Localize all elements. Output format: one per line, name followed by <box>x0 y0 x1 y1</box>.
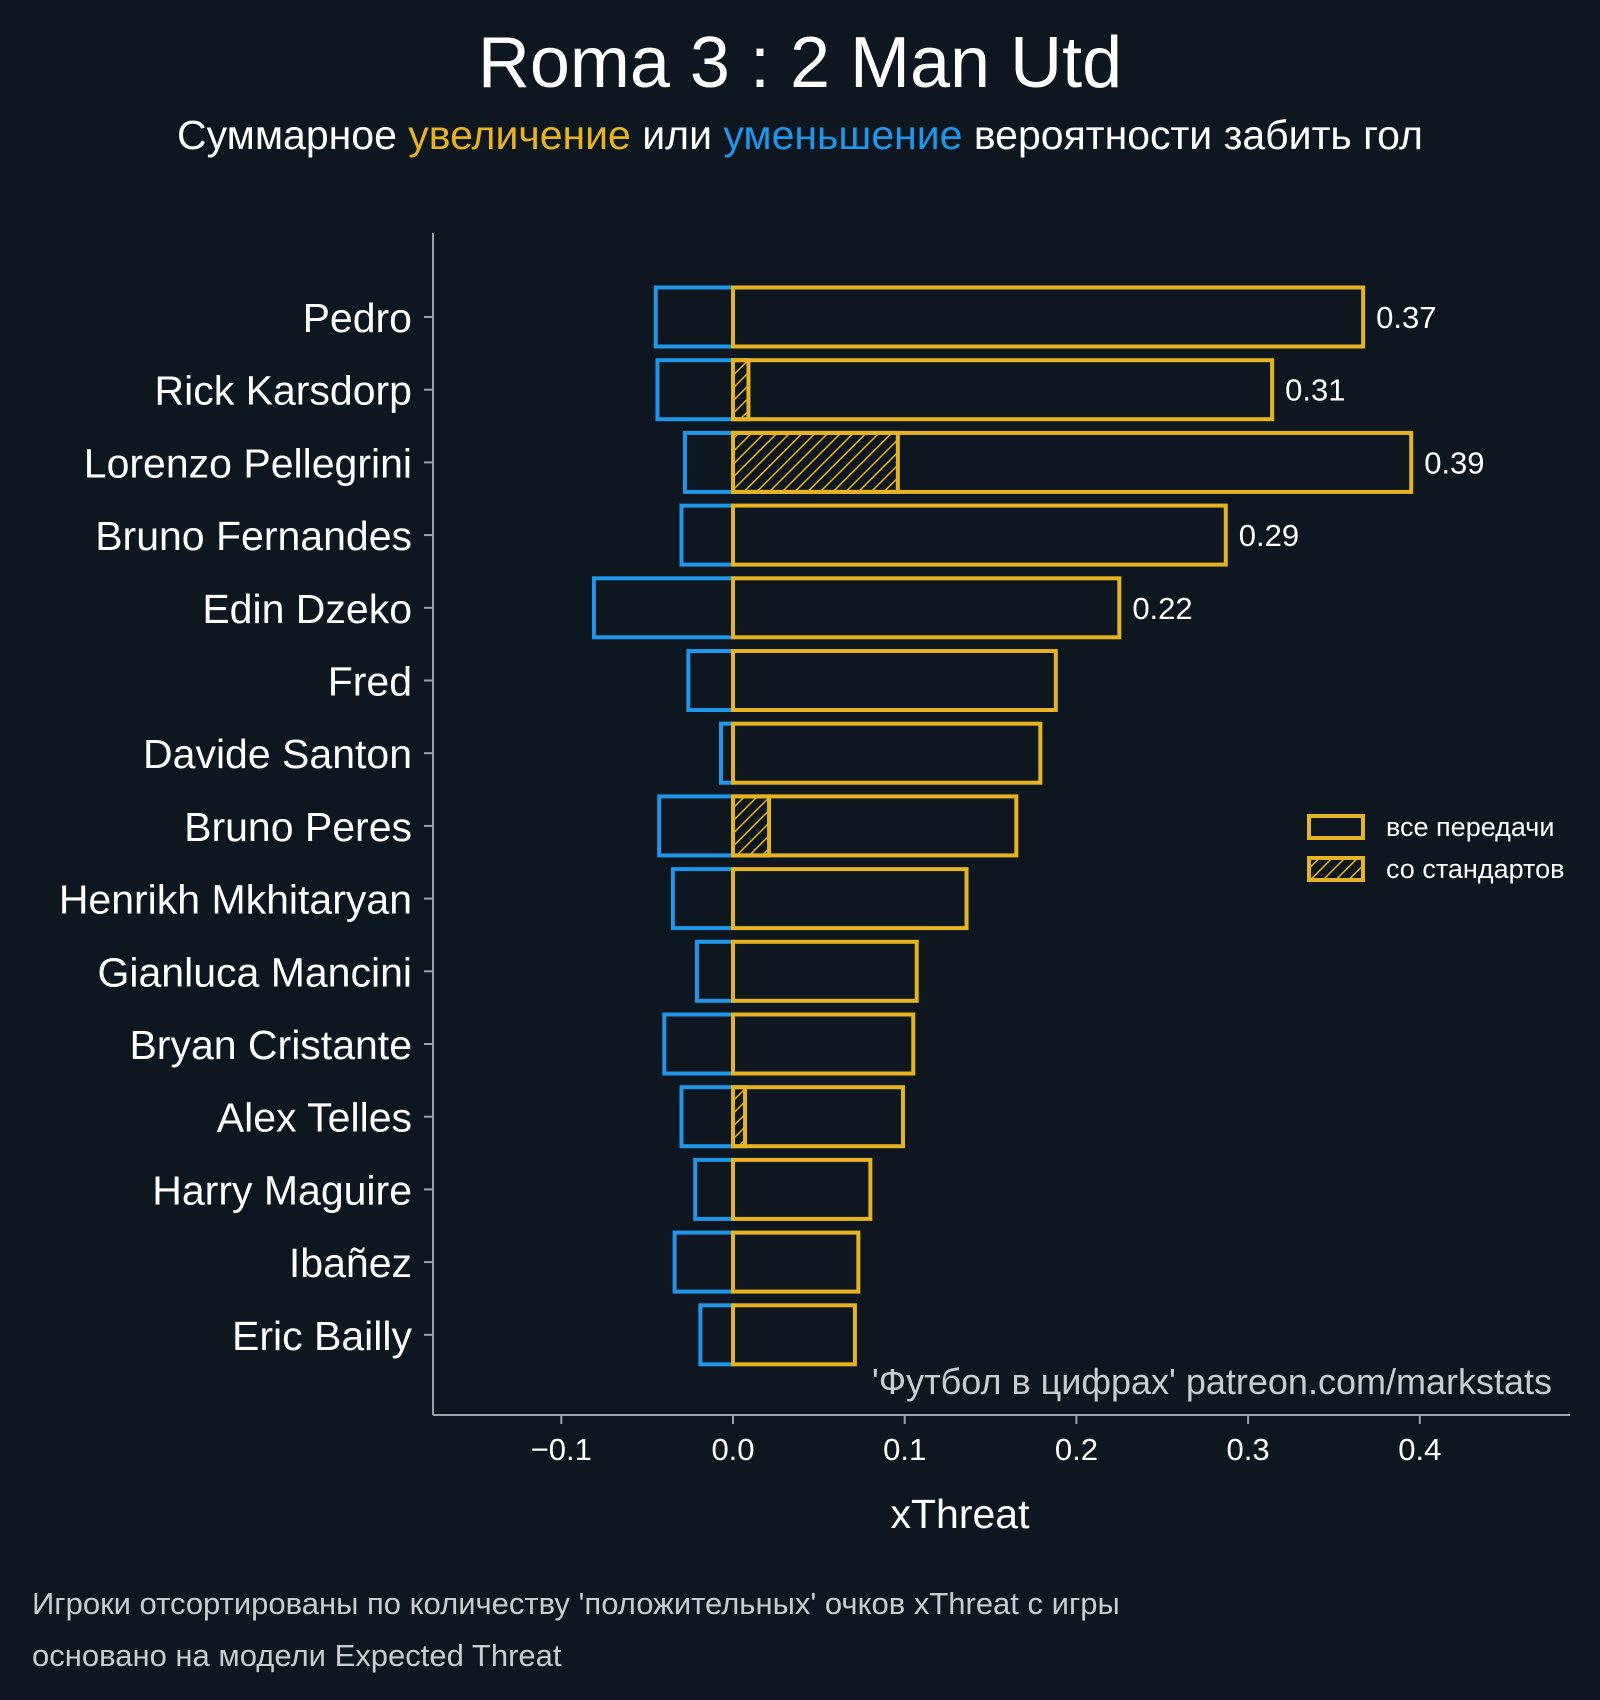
negative-bar <box>657 794 736 858</box>
x-tick-label: 0.4 <box>1398 1432 1441 1467</box>
legend-label-all-passes: все передачи <box>1386 812 1554 842</box>
negative-bar <box>653 285 735 349</box>
chart-subtitle: Суммарное увеличение или уменьшение веро… <box>0 112 1600 159</box>
bars-layer <box>591 285 1414 1367</box>
x-tick-label: 0.3 <box>1227 1432 1270 1467</box>
negative-bar <box>662 1012 736 1076</box>
negative-bar <box>591 576 735 640</box>
y-tick-label: Bryan Cristante <box>129 1022 412 1068</box>
negative-bar <box>698 1303 736 1367</box>
positive-bar <box>731 649 1058 712</box>
positive-bar <box>731 503 1228 567</box>
y-tick-label: Davide Santon <box>143 731 412 777</box>
y-tick-label: Lorenzo Pellegrini <box>84 440 412 486</box>
x-axis-label: xThreat <box>891 1491 1031 1537</box>
subtitle-prefix: Суммарное <box>177 112 409 158</box>
set-piece-bar <box>731 358 751 422</box>
legend-swatch-set-pieces <box>1307 856 1365 882</box>
negative-bar <box>670 867 736 931</box>
legend-swatch-all-passes <box>1307 814 1365 840</box>
subtitle-middle: или <box>630 112 724 158</box>
y-tick-label: Ibañez <box>289 1240 412 1286</box>
positive-bar <box>731 1085 905 1149</box>
y-tick-label: Harry Maguire <box>152 1167 412 1213</box>
negative-bar <box>679 1085 735 1149</box>
y-tick-label: Rick Karsdorp <box>155 368 412 414</box>
watermark: 'Футбол в цифрах' patreon.com/markstats <box>872 1361 1552 1402</box>
y-tick-label: Bruno Fernandes <box>95 513 412 559</box>
positive-bar <box>731 794 1019 858</box>
value-label: 0.22 <box>1132 591 1192 626</box>
chart-title: Roma 3 : 2 Man Utd <box>477 23 1123 103</box>
value-label: 0.37 <box>1376 300 1436 335</box>
positive-bar <box>731 358 1275 422</box>
y-tick-label: Henrikh Mkhitaryan <box>59 877 412 923</box>
positive-bar <box>731 576 1122 640</box>
subtitle-increase: увеличение <box>408 112 631 158</box>
x-tick-label: −0.1 <box>531 1432 592 1467</box>
negative-bar <box>672 1230 736 1294</box>
y-tick-label: Alex Telles <box>217 1095 412 1141</box>
positive-bar <box>731 721 1043 785</box>
y-tick-label: Gianluca Mancini <box>98 949 413 995</box>
positive-bar <box>731 285 1366 349</box>
negative-bar <box>686 649 735 712</box>
labels-layer: 0.37 Pedro 0.31 Rick Karsdorp 0.39 Lorenzo Pe… <box>59 295 1485 1467</box>
x-tick-label: 0.1 <box>883 1432 926 1467</box>
x-tick-label: 0.2 <box>1055 1432 1098 1467</box>
y-tick-label: Fred <box>328 659 412 705</box>
positive-bar <box>731 430 1414 494</box>
set-piece-bar <box>731 430 900 494</box>
y-tick-label: Eric Bailly <box>232 1313 412 1359</box>
legend: все передачи со стандартов <box>1307 812 1564 884</box>
value-label: 0.29 <box>1239 518 1299 553</box>
axes-layer <box>424 233 1570 1424</box>
negative-bar <box>694 939 735 1003</box>
x-tick-label: 0.0 <box>711 1432 754 1467</box>
subtitle-decrease: уменьшение <box>723 112 963 158</box>
set-piece-bar <box>731 794 772 858</box>
subtitle-suffix: вероятности забить гол <box>962 112 1423 158</box>
positive-bar <box>731 1012 916 1076</box>
legend-label-set-pieces: со стандартов <box>1386 854 1564 884</box>
positive-bar <box>731 1157 873 1221</box>
footnote: Игроки отсортированы по количеству 'поло… <box>32 1578 1120 1682</box>
footnote-line-1: Игроки отсортированы по количеству 'поло… <box>32 1586 1120 1621</box>
negative-bar <box>682 430 736 494</box>
value-label: 0.31 <box>1285 373 1345 408</box>
negative-bar <box>693 1157 736 1221</box>
y-tick-label: Bruno Peres <box>184 804 412 850</box>
positive-bar <box>731 1230 861 1294</box>
y-tick-label: Edin Dzeko <box>202 586 412 632</box>
negative-bar <box>655 358 736 422</box>
negative-bar <box>679 503 735 567</box>
positive-bar <box>731 1303 857 1367</box>
positive-bar <box>731 867 969 931</box>
footnote-line-2: основано на модели Expected Threat <box>32 1638 562 1673</box>
positive-bar <box>731 939 919 1003</box>
value-label: 0.39 <box>1424 445 1484 480</box>
y-tick-label: Pedro <box>303 295 412 341</box>
